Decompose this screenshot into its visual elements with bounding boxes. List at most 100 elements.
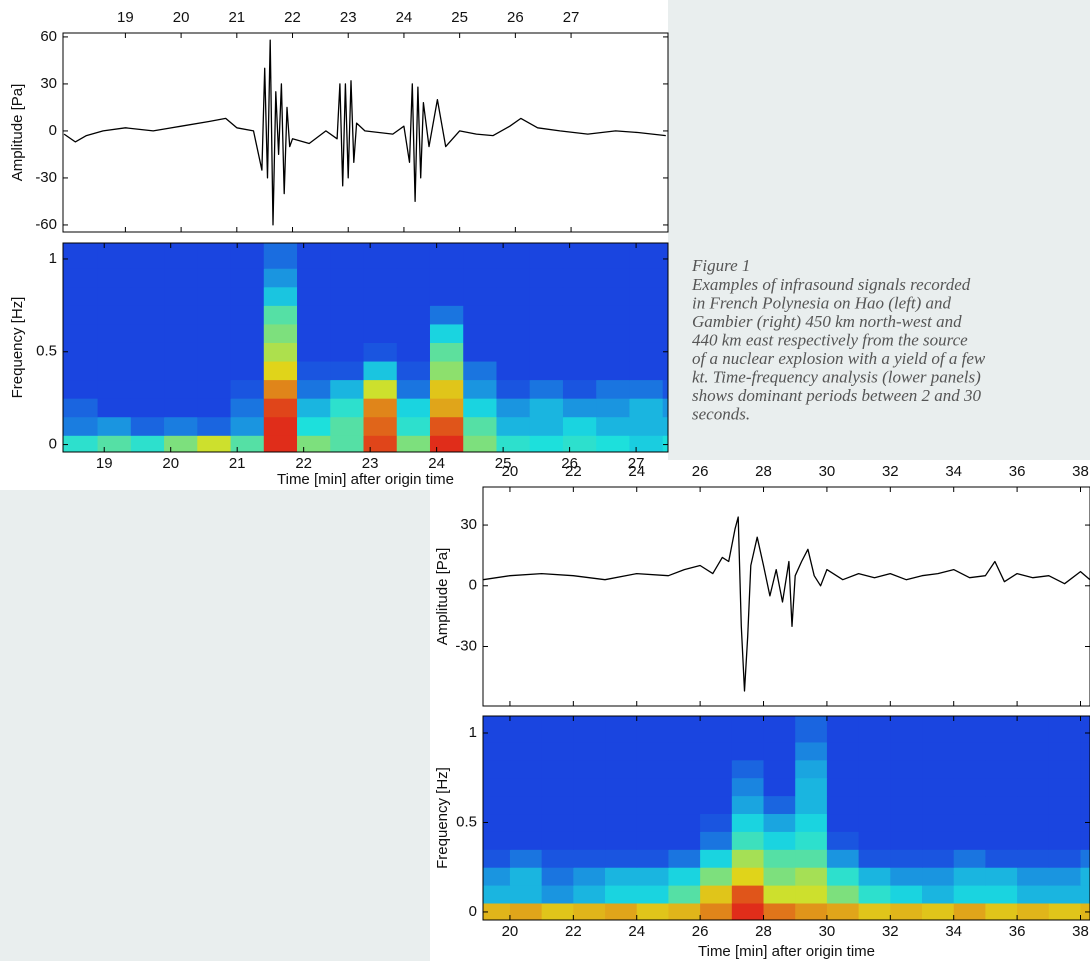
heatmap-cell: [429, 342, 464, 362]
heatmap-cell: [529, 268, 564, 288]
heatmap-cell: [529, 435, 564, 452]
heatmap-cell: [297, 435, 331, 452]
y-tick-label: 0: [469, 577, 477, 594]
heatmap-cell: [496, 379, 531, 399]
heatmap-cell: [668, 716, 701, 743]
heatmap-cell: [396, 435, 431, 452]
heatmap-cell: [922, 885, 955, 904]
x-tick-label: 22: [565, 463, 582, 480]
heatmap-cell: [562, 398, 597, 418]
heatmap-cell: [629, 323, 664, 343]
heatmap-cell: [230, 435, 265, 452]
heatmap-cell: [63, 305, 99, 325]
heatmap-cell: [985, 849, 1018, 868]
heatmap-cell: [197, 435, 232, 452]
heatmap-cell: [662, 416, 668, 436]
heatmap-cell: [985, 759, 1018, 779]
plot-area: [483, 487, 1090, 706]
y-tick-label: -30: [35, 169, 57, 186]
heatmap-cell: [763, 795, 796, 815]
heatmap-cell: [700, 795, 733, 815]
heatmap-cell: [826, 813, 860, 832]
heatmap-cell: [363, 435, 398, 452]
heatmap-cell: [197, 342, 232, 362]
x-tick-label: 27: [628, 455, 645, 472]
heatmap-cell: [164, 361, 198, 381]
y-tick-label: 30: [460, 516, 477, 533]
heatmap-cell: [483, 813, 511, 832]
heatmap-cell: [985, 867, 1018, 886]
heatmap-cell: [668, 849, 701, 868]
heatmap-cell: [826, 716, 860, 743]
heatmap-cell: [230, 286, 265, 306]
heatmap-cell: [562, 243, 597, 269]
heatmap-cell: [1080, 867, 1090, 886]
heatmap-cell: [596, 305, 630, 325]
heatmap-cell: [795, 867, 828, 886]
heatmap-cell: [297, 323, 331, 343]
heatmap-cell: [541, 849, 574, 868]
heatmap-cell: [263, 342, 298, 362]
y-tick-label: 1: [49, 250, 57, 267]
x-tick-label: 20: [502, 463, 519, 480]
heatmap-cell: [396, 305, 431, 325]
heatmap-cell: [662, 361, 668, 381]
heatmap-cell: [953, 849, 986, 868]
heatmap-cell: [596, 342, 630, 362]
heatmap-cell: [529, 305, 564, 325]
heatmap-cell: [230, 243, 265, 269]
heatmap-cell: [731, 867, 765, 886]
heatmap-cell: [130, 323, 165, 343]
heatmap-cell: [263, 361, 298, 381]
heatmap-cell: [130, 361, 165, 381]
heatmap-cell: [662, 379, 668, 399]
heatmap-cell: [509, 867, 543, 886]
heatmap-cell: [330, 435, 365, 452]
heatmap-cell: [953, 741, 986, 761]
plot: [483, 716, 1090, 920]
heatmap-cell: [509, 741, 543, 761]
y-axis-label: Frequency [Hz]: [434, 767, 451, 869]
heatmap-cell: [263, 268, 298, 288]
heatmap-cell: [573, 831, 606, 850]
heatmap-cell: [263, 416, 298, 436]
heatmap-cell: [130, 398, 165, 418]
heatmap-cell: [97, 305, 132, 325]
heatmap-cell: [496, 342, 531, 362]
heatmap-cell: [596, 379, 630, 399]
heatmap-cell: [297, 342, 331, 362]
axes-frame: [62, 32, 669, 233]
x-tick-label: 32: [882, 463, 899, 480]
heatmap-cell: [297, 379, 331, 399]
waveform: [63, 39, 666, 226]
heatmap-cell: [573, 867, 606, 886]
y-tick-label: 1: [469, 724, 477, 741]
axes-frame: [482, 486, 1090, 707]
heatmap-cell: [953, 759, 986, 779]
heatmap-cell: [562, 342, 597, 362]
heatmap-cell: [1017, 795, 1050, 815]
waveform: [483, 516, 1090, 692]
heatmap-cell: [509, 885, 543, 904]
heatmap-cell: [496, 286, 531, 306]
heatmap-cell: [509, 849, 543, 868]
y-tick-label: 0: [49, 122, 57, 139]
caption-line: seconds.: [692, 405, 750, 424]
heatmap-cell: [629, 268, 664, 288]
heatmap-cell: [700, 716, 733, 743]
heatmap-cell: [1017, 867, 1050, 886]
heatmap-cell: [858, 903, 891, 920]
heatmap-cell: [97, 342, 132, 362]
heatmap-cell: [130, 435, 165, 452]
heatmap-cell: [953, 867, 986, 886]
heatmap-cell: [700, 867, 733, 886]
x-tick-label: 19: [117, 9, 134, 26]
axes-frame: [62, 242, 669, 453]
heatmap-cell: [197, 398, 232, 418]
heatmap-cell: [63, 243, 99, 269]
y-tick-label: 30: [40, 75, 57, 92]
y-tick-label: 0: [49, 436, 57, 453]
heatmap-cell: [130, 305, 165, 325]
heatmap-cell: [731, 716, 765, 743]
heatmap-cell: [858, 849, 891, 868]
